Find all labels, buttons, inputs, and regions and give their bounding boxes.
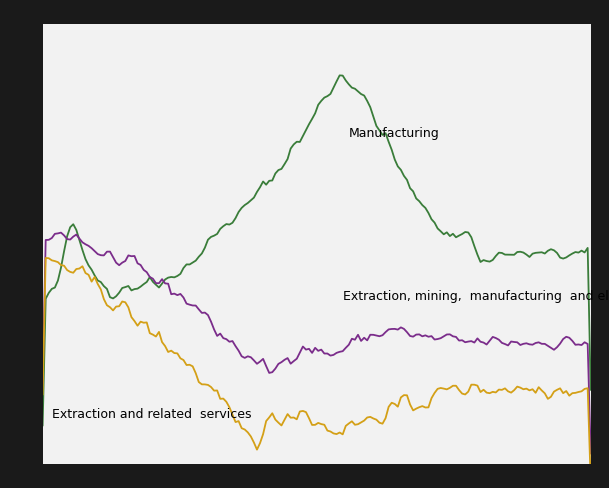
Text: Extraction, mining,  manufacturing  and elec.: Extraction, mining, manufacturing and el… xyxy=(343,290,609,304)
Text: Extraction and related  services: Extraction and related services xyxy=(52,407,252,421)
Text: Manufacturing: Manufacturing xyxy=(349,127,440,141)
